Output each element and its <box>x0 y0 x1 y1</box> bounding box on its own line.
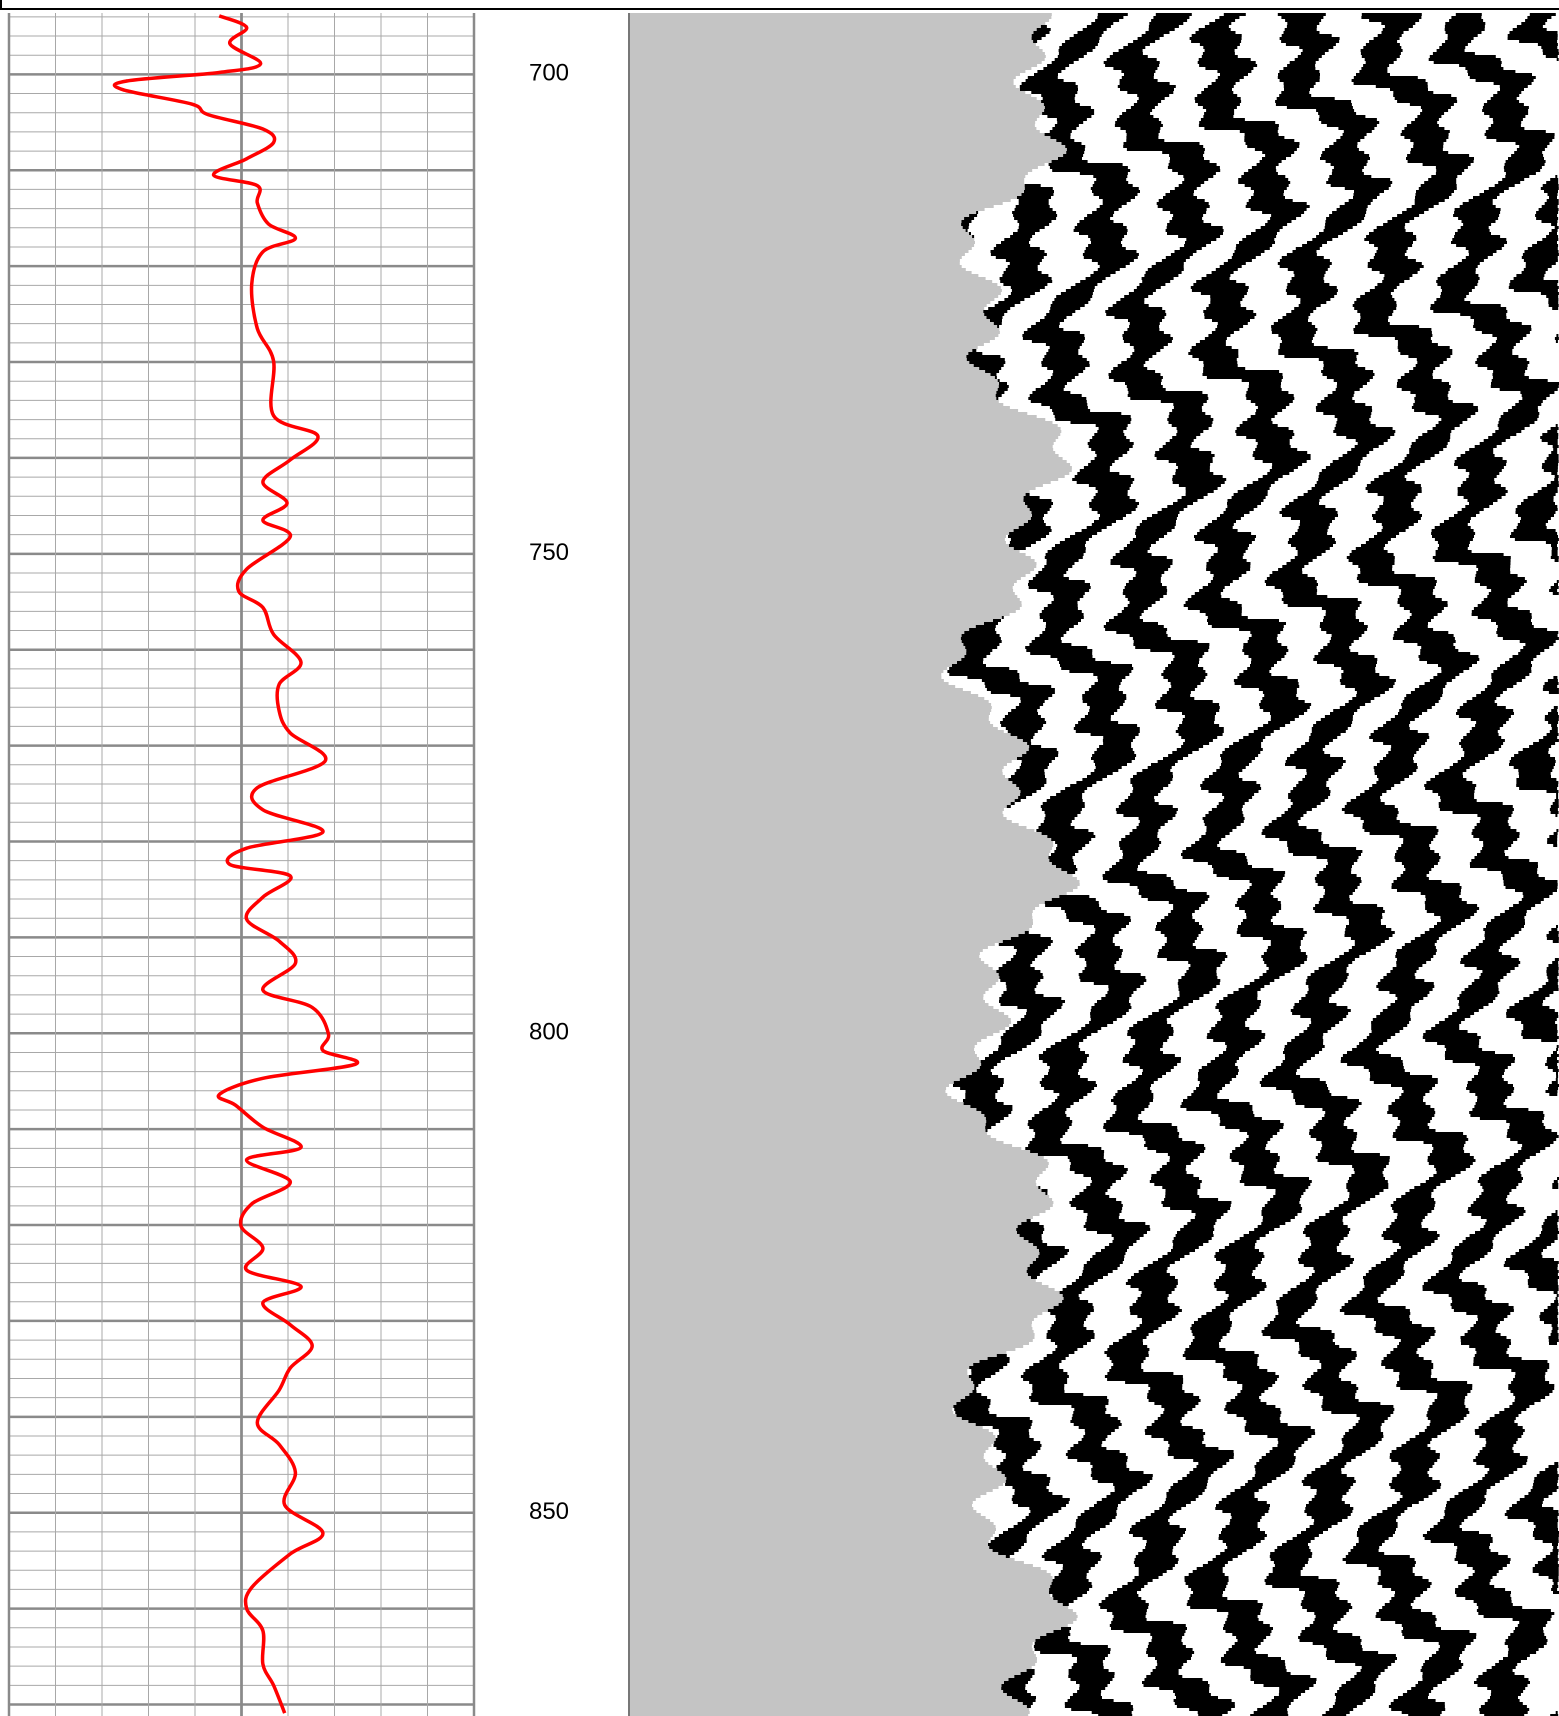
depth-label: 750 <box>529 539 569 566</box>
depth-label: 700 <box>529 60 569 87</box>
log-curve <box>112 14 360 1714</box>
track-grid <box>7 13 476 1716</box>
depth-label: 850 <box>529 1498 569 1525</box>
depth-label: 800 <box>529 1019 569 1046</box>
image-black <box>947 13 1559 1716</box>
acoustic-image <box>941 13 1559 1716</box>
